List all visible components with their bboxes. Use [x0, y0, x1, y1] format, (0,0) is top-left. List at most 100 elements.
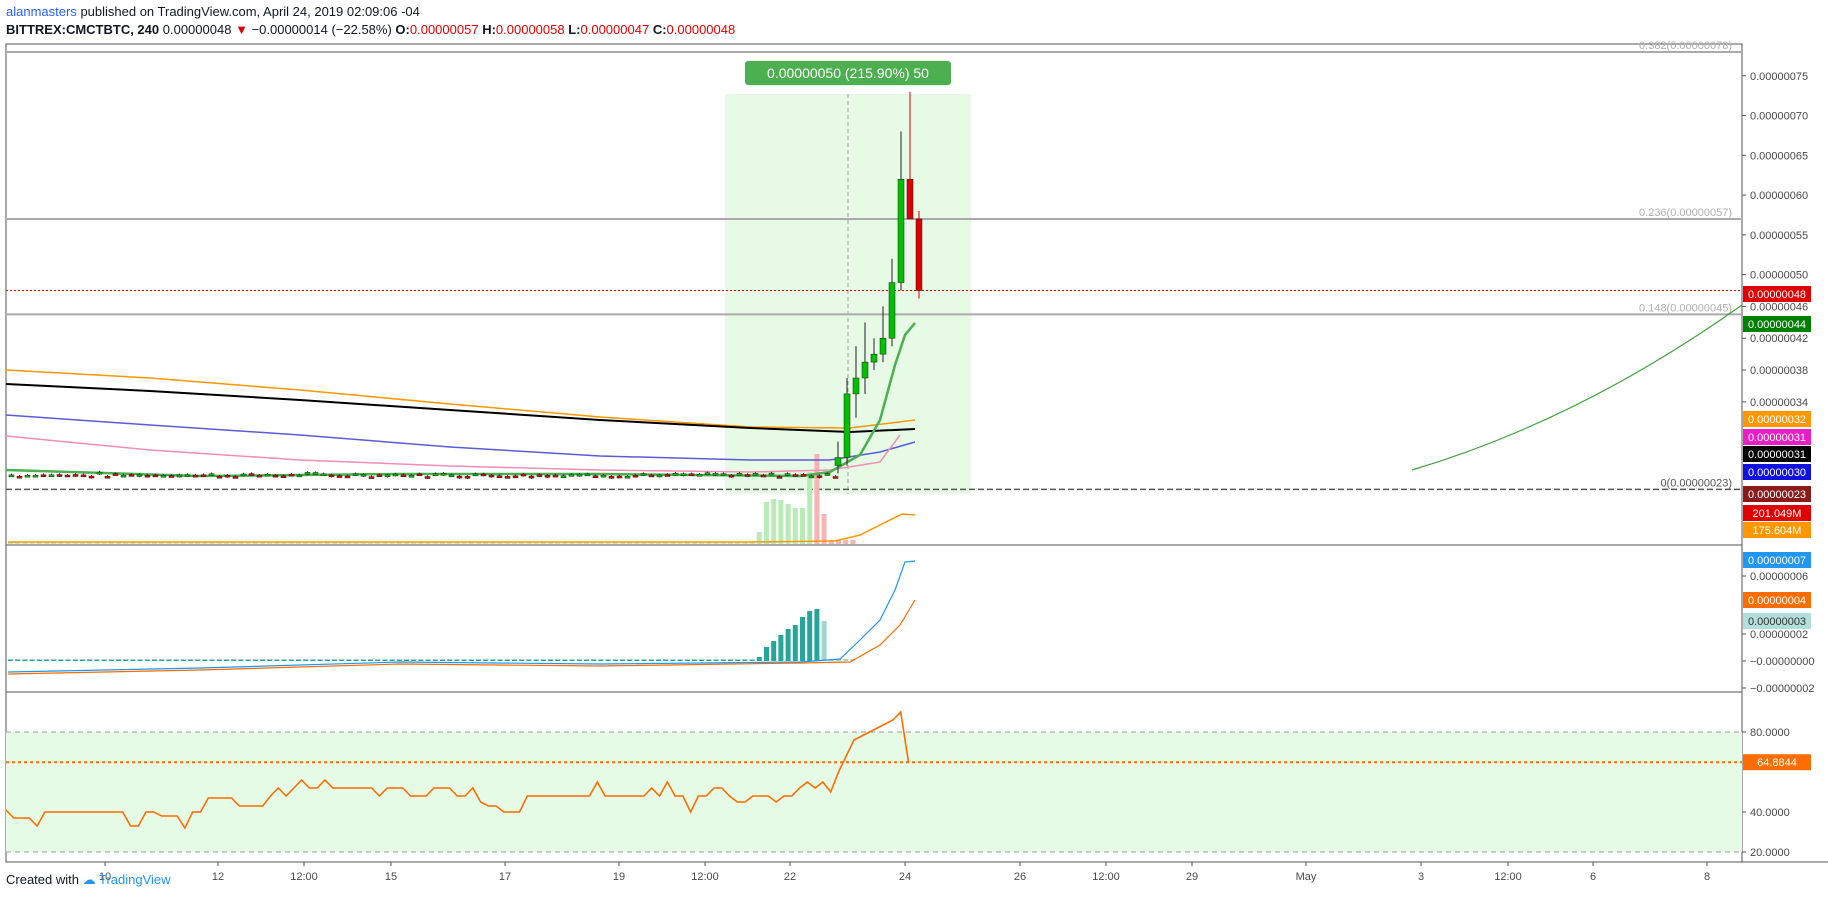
- candle[interactable]: [528, 475, 535, 479]
- tradingview-brand-link[interactable]: TradingView: [99, 872, 171, 887]
- candle[interactable]: [512, 475, 519, 479]
- candle[interactable]: [834, 457, 842, 466]
- candle[interactable]: [843, 393, 851, 458]
- candle[interactable]: [824, 473, 831, 476]
- candle[interactable]: [544, 475, 551, 478]
- candle[interactable]: [96, 471, 103, 475]
- candle[interactable]: [704, 472, 711, 476]
- candle[interactable]: [320, 473, 327, 477]
- rsi-line[interactable]: [5, 710, 910, 830]
- candle[interactable]: [328, 474, 335, 478]
- candle[interactable]: [408, 475, 415, 478]
- candle[interactable]: [488, 474, 495, 478]
- candle[interactable]: [672, 472, 679, 476]
- candle[interactable]: [861, 361, 869, 379]
- candle[interactable]: [472, 473, 479, 477]
- candle[interactable]: [496, 475, 503, 478]
- candle[interactable]: [728, 474, 735, 478]
- candle[interactable]: [184, 474, 191, 477]
- candle[interactable]: [56, 474, 63, 477]
- candle[interactable]: [800, 474, 807, 477]
- candle[interactable]: [915, 218, 923, 291]
- candle[interactable]: [128, 474, 135, 477]
- candle[interactable]: [906, 178, 914, 220]
- candle[interactable]: [368, 476, 375, 479]
- candle[interactable]: [72, 474, 79, 477]
- candle[interactable]: [192, 474, 199, 478]
- candle[interactable]: [584, 473, 591, 477]
- candle[interactable]: [879, 337, 887, 355]
- candle[interactable]: [24, 474, 31, 478]
- candle[interactable]: [432, 473, 439, 476]
- candle[interactable]: [144, 474, 151, 478]
- candle[interactable]: [640, 473, 647, 476]
- candle[interactable]: [288, 473, 295, 477]
- candle[interactable]: [600, 474, 607, 478]
- candle[interactable]: [80, 474, 87, 478]
- candle[interactable]: [8, 474, 15, 478]
- candle[interactable]: [200, 474, 207, 477]
- candle[interactable]: [768, 472, 775, 476]
- candle[interactable]: [736, 473, 743, 476]
- author-link[interactable]: alanmasters: [6, 4, 77, 19]
- candle[interactable]: [744, 474, 751, 477]
- candle[interactable]: [520, 473, 527, 477]
- candle[interactable]: [152, 474, 159, 478]
- candle[interactable]: [360, 474, 367, 477]
- candle[interactable]: [136, 474, 143, 477]
- candle[interactable]: [272, 474, 279, 478]
- candle[interactable]: [688, 473, 695, 477]
- candle[interactable]: [784, 473, 791, 476]
- candle[interactable]: [712, 473, 719, 476]
- candle[interactable]: [384, 474, 391, 478]
- candle[interactable]: [656, 474, 663, 478]
- candle[interactable]: [64, 474, 71, 478]
- candle[interactable]: [592, 475, 599, 479]
- candle[interactable]: [576, 473, 583, 477]
- candle[interactable]: [112, 473, 119, 476]
- candle[interactable]: [792, 474, 799, 477]
- candle[interactable]: [752, 473, 759, 476]
- candle[interactable]: [616, 475, 623, 479]
- candle[interactable]: [624, 475, 631, 479]
- candle[interactable]: [440, 473, 447, 476]
- candle[interactable]: [448, 474, 455, 478]
- candle[interactable]: [176, 474, 183, 478]
- candle[interactable]: [120, 474, 127, 478]
- candle[interactable]: [568, 474, 575, 477]
- candle[interactable]: [160, 475, 167, 478]
- candle[interactable]: [480, 473, 487, 477]
- candle[interactable]: [256, 474, 263, 478]
- candle[interactable]: [224, 474, 231, 478]
- candle[interactable]: [560, 475, 567, 479]
- candle[interactable]: [720, 473, 727, 476]
- candle[interactable]: [248, 473, 255, 476]
- candle[interactable]: [344, 475, 351, 479]
- candle[interactable]: [48, 474, 55, 478]
- candle[interactable]: [552, 474, 559, 478]
- candle[interactable]: [304, 472, 311, 475]
- candle[interactable]: [312, 472, 319, 475]
- candle[interactable]: [416, 473, 423, 477]
- candle[interactable]: [376, 474, 383, 477]
- candle[interactable]: [870, 353, 878, 363]
- candle[interactable]: [352, 473, 359, 476]
- candle[interactable]: [832, 476, 839, 479]
- candle[interactable]: [424, 476, 431, 479]
- candle[interactable]: [808, 475, 815, 479]
- candle[interactable]: [40, 474, 47, 477]
- candle[interactable]: [88, 475, 95, 479]
- candle[interactable]: [897, 178, 905, 283]
- candle[interactable]: [632, 474, 639, 478]
- candle[interactable]: [464, 476, 471, 479]
- candle[interactable]: [536, 474, 543, 477]
- candle[interactable]: [760, 474, 767, 478]
- candle[interactable]: [504, 476, 511, 479]
- candle[interactable]: [400, 474, 407, 477]
- candle[interactable]: [240, 473, 247, 477]
- candle[interactable]: [888, 282, 896, 339]
- projection-curve[interactable]: [1411, 304, 1743, 471]
- candle[interactable]: [696, 474, 703, 477]
- candle[interactable]: [816, 475, 823, 478]
- candle[interactable]: [648, 474, 655, 478]
